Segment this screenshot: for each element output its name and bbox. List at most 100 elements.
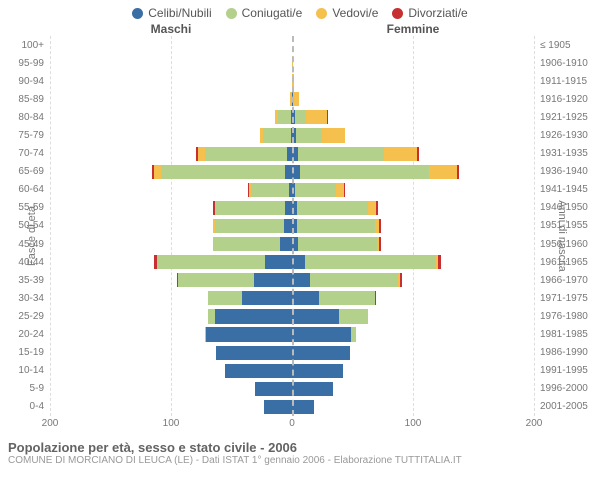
bar-stack (292, 346, 411, 360)
birth-year-label: 1976-1980 (534, 311, 600, 322)
bar-stack (140, 147, 292, 161)
bar-segment (198, 147, 206, 161)
age-label: 0-4 (0, 401, 50, 412)
bar-segment (438, 255, 441, 269)
legend-label: Vedovi/e (332, 6, 378, 20)
male-bar (50, 108, 292, 126)
bar-stack (292, 74, 314, 88)
birth-year-label: 1996-2000 (534, 383, 600, 394)
bar-segment (263, 128, 290, 142)
bar-segment (327, 110, 328, 124)
age-row: 5-91996-2000 (0, 380, 600, 398)
bar-stack (292, 147, 467, 161)
bar-stack (292, 382, 391, 396)
birth-year-label: 1911-1915 (534, 76, 600, 87)
age-row: 50-541951-1955 (0, 217, 600, 235)
bar-segment (206, 327, 292, 341)
gender-headers: Maschi Femmine (0, 22, 600, 36)
birth-year-label: 1921-1925 (534, 112, 600, 123)
age-label: 100+ (0, 40, 50, 51)
age-label: 10-14 (0, 365, 50, 376)
bar-stack (154, 219, 292, 233)
bar-segment (310, 273, 398, 287)
x-tick: 200 (526, 418, 543, 429)
legend-label: Celibi/Nubili (148, 6, 211, 20)
bar-segment (417, 147, 419, 161)
age-row: 70-741931-1935 (0, 145, 600, 163)
bar-segment (296, 128, 322, 142)
age-label: 90-94 (0, 76, 50, 87)
bar-segment (375, 291, 376, 305)
male-bar (50, 362, 292, 380)
center-line (292, 36, 294, 416)
x-tick: 100 (163, 418, 180, 429)
age-row: 0-4 2001-2005 (0, 398, 600, 416)
bar-segment (319, 291, 375, 305)
bar-segment (216, 346, 292, 360)
legend-label: Coniugati/e (242, 6, 303, 20)
age-label: 40-44 (0, 257, 50, 268)
female-bar (292, 72, 534, 90)
bar-stack (204, 128, 292, 142)
age-row: 65-691936-1940 (0, 163, 600, 181)
bar-stack (292, 291, 435, 305)
legend-swatch (226, 8, 237, 19)
birth-year-label: 2001-2005 (534, 401, 600, 412)
header-male: Maschi (50, 22, 292, 36)
male-bar (50, 307, 292, 325)
bar-stack (165, 364, 292, 378)
bar-segment (285, 165, 292, 179)
bar-stack (292, 237, 438, 251)
female-bar (292, 344, 534, 362)
bar-segment (295, 110, 306, 124)
bar-stack (292, 309, 428, 323)
female-bar (292, 181, 534, 199)
age-row: 55-591946-1950 (0, 199, 600, 217)
bar-stack (292, 110, 385, 124)
bar-segment (280, 237, 292, 251)
bar-segment (242, 291, 292, 305)
bar-segment (293, 92, 299, 106)
age-label: 30-34 (0, 293, 50, 304)
bar-stack (154, 201, 292, 215)
birth-year-label: 1981-1985 (534, 329, 600, 340)
age-row: 75-791926-1930 (0, 126, 600, 144)
bar-segment (215, 309, 292, 323)
age-row: 95-991906-1910 (0, 54, 600, 72)
male-bar (50, 72, 292, 90)
female-bar (292, 271, 534, 289)
legend-item: Divorziati/e (392, 6, 467, 20)
legend-swatch (132, 8, 143, 19)
bar-stack (292, 92, 334, 106)
male-bar (50, 380, 292, 398)
legend-item: Celibi/Nubili (132, 6, 211, 20)
legend: Celibi/Nubili Coniugati/e Vedovi/e Divorzia… (0, 0, 600, 22)
bar-segment (285, 201, 292, 215)
bar-segment (157, 255, 265, 269)
plot-area: Fasce di età Anni di nascita 100+≤ 19059… (0, 36, 600, 436)
female-bar (292, 307, 534, 325)
male-bar (50, 271, 292, 289)
male-bar (50, 199, 292, 217)
female-bar (292, 163, 534, 181)
male-bar (50, 126, 292, 144)
age-row: 35-39 1966-1970 (0, 271, 600, 289)
legend-item: Coniugati/e (226, 6, 303, 20)
birth-year-label: 1966-1970 (534, 275, 600, 286)
age-label: 35-39 (0, 275, 50, 286)
bar-segment (208, 291, 242, 305)
bar-segment (298, 237, 377, 251)
bar-segment (292, 346, 350, 360)
bar-segment (255, 382, 292, 396)
bar-segment (292, 382, 333, 396)
male-bar (50, 163, 292, 181)
bar-segment (178, 273, 253, 287)
bar-segment (292, 273, 310, 287)
female-bar (292, 289, 534, 307)
bar-stack (154, 237, 292, 251)
bar-segment (213, 237, 279, 251)
age-label: 95-99 (0, 58, 50, 69)
age-row: 45-491956-1960 (0, 235, 600, 253)
birth-year-label: 1951-1955 (534, 220, 600, 231)
age-label: 55-59 (0, 202, 50, 213)
